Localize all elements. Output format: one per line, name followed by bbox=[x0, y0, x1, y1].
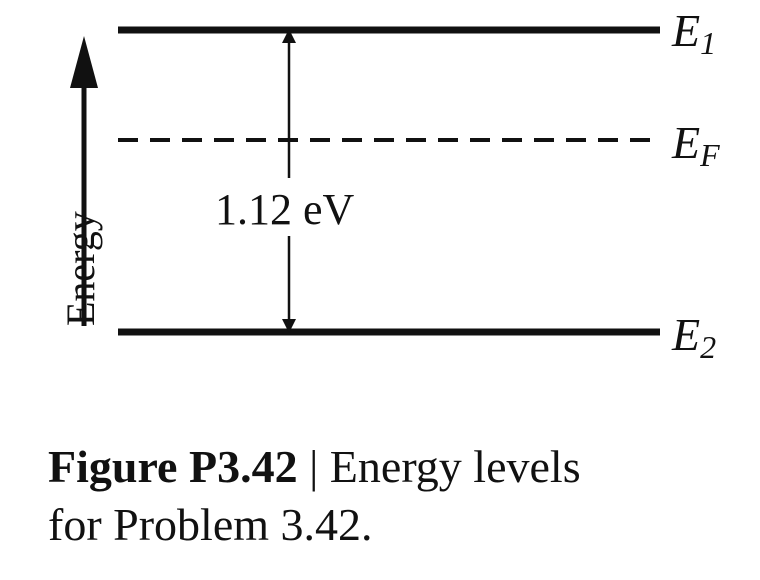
caption-line-1: Figure P3.42 | Energy levels bbox=[48, 438, 748, 496]
gap-label: 1.12 eV bbox=[215, 185, 355, 234]
caption-figure-number: Figure P3.42 bbox=[48, 441, 298, 492]
level-ef-subscript: F bbox=[699, 137, 720, 173]
energy-axis-arrowhead bbox=[70, 36, 98, 88]
level-e2-label: E2 bbox=[671, 309, 716, 365]
level-e1-label: E1 bbox=[671, 5, 716, 61]
level-e1-symbol: E bbox=[671, 5, 700, 56]
caption-separator: | bbox=[297, 441, 330, 492]
caption-text-line1: Energy levels bbox=[329, 441, 581, 492]
level-ef-symbol: E bbox=[671, 117, 700, 168]
energy-level-diagram: 1.12 eV Energy E1 EF E2 bbox=[58, 5, 720, 365]
level-e2-symbol: E bbox=[671, 309, 700, 360]
level-e2-subscript: 2 bbox=[700, 329, 716, 365]
energy-axis-label: Energy bbox=[58, 211, 103, 326]
caption-line-2: for Problem 3.42. bbox=[48, 499, 373, 550]
level-ef-label: EF bbox=[671, 117, 720, 173]
figure-caption: Figure P3.42 | Energy levels for Problem… bbox=[48, 438, 748, 554]
level-e1-subscript: 1 bbox=[700, 25, 716, 61]
